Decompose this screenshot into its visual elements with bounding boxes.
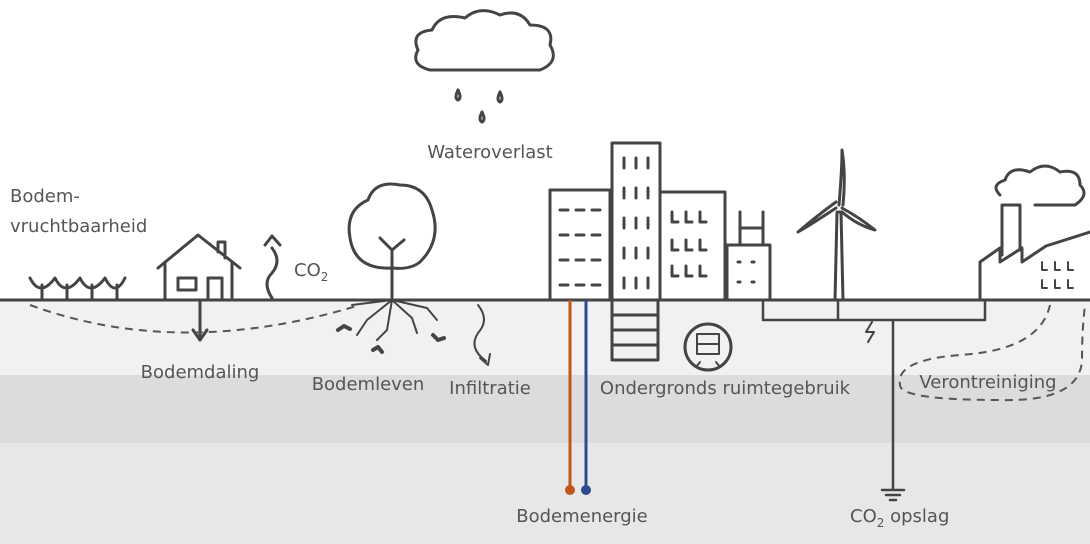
pipe-warm-end <box>565 485 575 495</box>
label: vruchtbaarheid <box>10 216 147 237</box>
wind-turbine <box>798 150 875 300</box>
plants <box>30 278 125 300</box>
factory <box>980 166 1090 300</box>
label: Verontreiniging <box>919 372 1056 393</box>
label: Ondergronds ruimtegebruik <box>600 378 851 399</box>
label: CO <box>294 260 321 281</box>
soil-diagram: Wateroverlast Bodem- vruchtbaarheid CO2 … <box>0 0 1090 544</box>
label: CO2 opslag <box>850 506 949 530</box>
deepsoil <box>0 443 1090 544</box>
label: CO2 <box>294 260 328 284</box>
label: Bodem- <box>10 186 80 207</box>
subscript: 2 <box>877 516 885 530</box>
co2-arrow <box>265 236 280 298</box>
label: Bodemleven <box>312 374 425 395</box>
label: Bodemenergie <box>516 506 648 527</box>
label: Wateroverlast <box>427 142 552 163</box>
label: Infiltratie <box>449 378 531 399</box>
label: opslag <box>884 506 949 527</box>
buildings <box>550 143 770 300</box>
tree <box>349 184 435 300</box>
factory-windows <box>1042 262 1073 288</box>
label: Bodemdaling <box>141 362 260 383</box>
label: CO <box>850 506 877 527</box>
house <box>158 235 240 300</box>
pipe-cold-end <box>581 485 591 495</box>
cloud <box>416 11 554 70</box>
subscript: 2 <box>321 270 329 284</box>
drops <box>456 90 502 122</box>
